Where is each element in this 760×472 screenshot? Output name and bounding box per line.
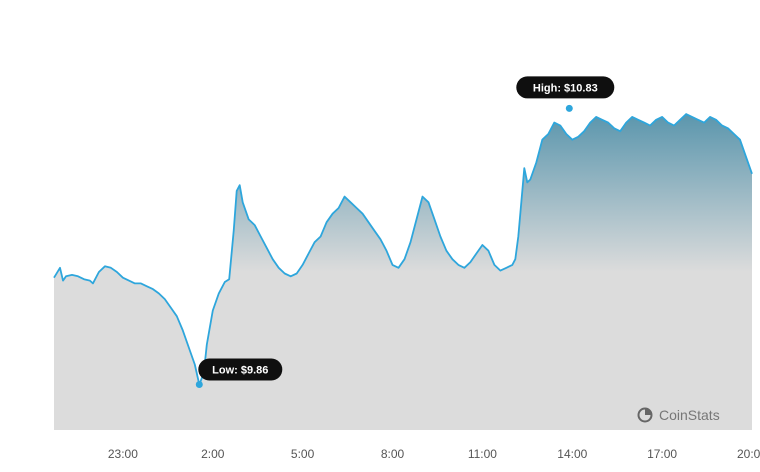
x-tick-label: 23:00 [108, 447, 138, 461]
x-tick-label: 2:00 [201, 447, 225, 461]
high-marker [565, 104, 573, 112]
x-tick-label: 17:00 [647, 447, 677, 461]
low-tooltip [198, 358, 283, 381]
x-tick-label: 14:00 [557, 447, 587, 461]
x-tick-label: 11:00 [468, 447, 497, 461]
x-tick-label: 5:00 [291, 447, 315, 461]
pie-logo-icon [637, 407, 653, 423]
price-line [53, 113, 753, 386]
low-tooltip-label: Low: $9.86 [212, 365, 268, 377]
x-tick-label: 20:00 [737, 447, 760, 461]
high-tooltip-label: High: $10.83 [533, 82, 598, 94]
x-tick-label: 8:00 [381, 447, 405, 461]
watermark-text: CoinStats [659, 407, 720, 423]
price-area-fill [54, 114, 752, 430]
low-marker [195, 381, 203, 388]
coinstats-watermark: CoinStats [637, 407, 720, 423]
high-tooltip [516, 76, 615, 99]
